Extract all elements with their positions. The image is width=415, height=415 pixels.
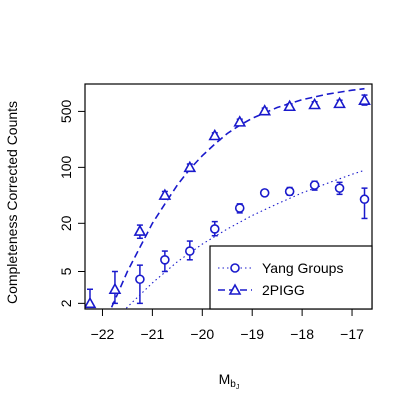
data-point [358, 93, 371, 106]
legend-marker [230, 263, 240, 273]
data-point [259, 188, 270, 198]
x-tick-label: −17 [340, 326, 364, 342]
data-point [233, 115, 247, 127]
data-point [284, 186, 295, 197]
series-0 [135, 180, 370, 305]
data-point [209, 224, 220, 234]
data-point [160, 255, 170, 265]
y-tick-label: 100 [58, 155, 74, 179]
fit-curves [109, 87, 365, 309]
legend-entry-0: Yang Groups [218, 260, 343, 276]
y-axis: 2 5 20 100 500 [58, 100, 85, 307]
series-1 [85, 93, 371, 309]
x-tick-label: −21 [141, 326, 165, 342]
data-point [283, 99, 297, 112]
legend-marker [228, 283, 242, 295]
legend-entry-1: 2PIGG [218, 282, 305, 298]
y-tick-label: 500 [58, 100, 74, 124]
fit-curve-1 [109, 87, 365, 309]
legend-box [209, 245, 373, 310]
x-axis: −22 −21 −20 −19 −18 −17 [91, 309, 364, 342]
legend-label: Yang Groups [262, 260, 343, 276]
data-point [309, 180, 320, 190]
data-point [135, 274, 145, 285]
data-point [234, 203, 245, 213]
data-point [133, 224, 147, 236]
plot-area [85, 87, 371, 309]
data-point [333, 96, 346, 109]
legend-label: 2PIGG [262, 282, 305, 298]
data-point [183, 160, 197, 173]
data-point [185, 246, 195, 256]
x-tick-label: −19 [240, 326, 264, 342]
data-point [359, 194, 370, 205]
y-tick-label: 20 [58, 215, 74, 231]
data-point [258, 104, 272, 116]
data-point [308, 97, 321, 110]
x-tick-label: −22 [91, 326, 115, 342]
fit-curve-0 [124, 169, 365, 309]
y-tick-label: 5 [58, 267, 74, 275]
data-point [334, 183, 345, 193]
data-point [158, 188, 172, 200]
x-axis-label: MbJ [219, 371, 240, 391]
x-tick-label: −20 [190, 326, 214, 342]
data-point [208, 128, 222, 141]
axes: −22 −21 −20 −19 −18 −17 2 5 20 100 500 Completeness… [4, 83, 373, 391]
data-point [85, 296, 97, 309]
y-tick-label: 2 [58, 299, 74, 307]
legend: Yang Groups 2PIGG [209, 245, 373, 310]
data-point [108, 282, 122, 295]
x-tick-label: −18 [290, 326, 314, 342]
y-axis-label: Completeness Corrected Counts [4, 101, 20, 304]
